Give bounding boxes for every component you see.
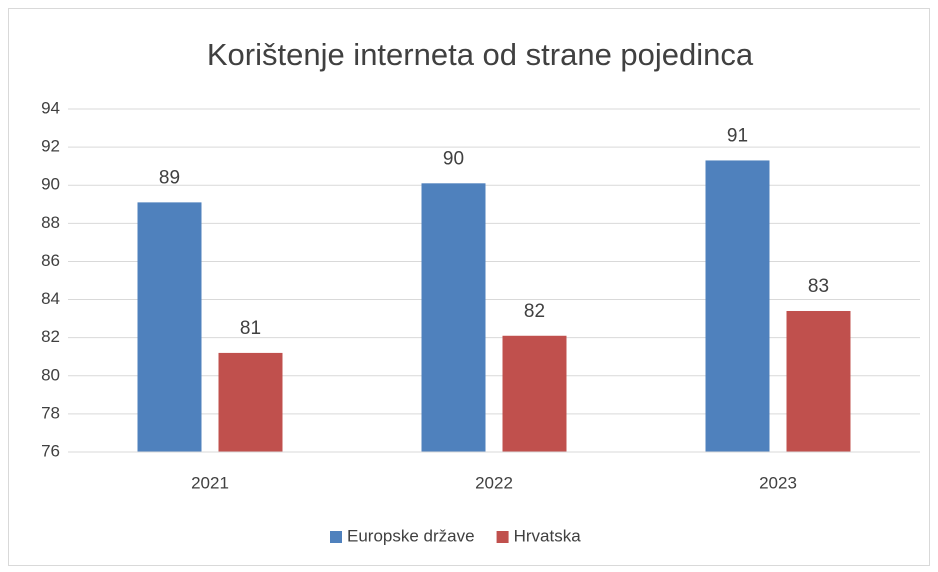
x-tick-label: 2023 [759,473,797,492]
bar [705,160,770,452]
legend-swatch [330,531,342,543]
data-label: 91 [727,125,748,146]
data-label: 83 [808,276,829,297]
y-tick-label: 80 [41,365,60,384]
y-tick-label: 84 [41,289,60,308]
bar [137,202,202,452]
x-tick-label: 2022 [475,473,513,492]
y-tick-label: 94 [41,98,60,117]
bar [218,352,283,452]
x-tick-label: 2021 [191,473,229,492]
data-label: 89 [159,167,180,188]
bar [421,183,486,453]
data-label: 81 [240,318,261,339]
bar [502,335,567,452]
legend-label: Hrvatska [514,526,582,545]
chart-title: Korištenje interneta od strane pojedinca [207,37,754,72]
data-label: 82 [524,301,545,322]
y-tick-label: 90 [41,175,60,194]
y-tick-label: 88 [41,213,60,232]
data-label: 90 [443,148,464,169]
y-tick-label: 92 [41,137,60,156]
y-tick-label: 76 [41,441,60,460]
y-tick-label: 82 [41,327,60,346]
bar [786,310,851,452]
legend-swatch [496,531,509,543]
legend-label: Europske države [347,526,475,545]
y-tick-label: 86 [41,251,60,270]
y-tick-label: 78 [41,403,60,422]
